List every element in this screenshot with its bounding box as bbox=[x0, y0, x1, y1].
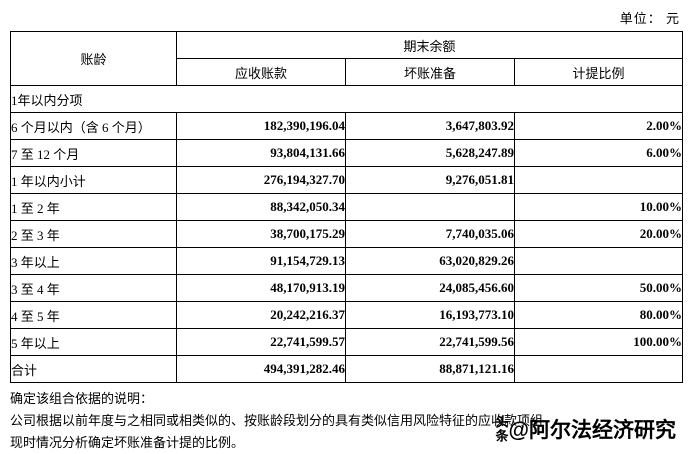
cell-bad-debt: 24,085,456.60 bbox=[345, 274, 515, 302]
row-label: 合计 bbox=[10, 355, 177, 383]
cell-bad-debt: 88,871,121.16 bbox=[345, 355, 515, 383]
row-label: 5 年以上 bbox=[10, 328, 177, 356]
row-label: 2 至 3 年 bbox=[10, 220, 177, 248]
cell-provision-ratio: 10.00% bbox=[514, 193, 683, 221]
cell-provision-ratio: 6.00% bbox=[514, 139, 683, 167]
header-row-2: 应收账款 坏账准备 计提比例 bbox=[11, 58, 683, 86]
cell-receivables: 182,390,196.04 bbox=[176, 112, 346, 140]
cell-receivables: 88,342,050.34 bbox=[176, 193, 346, 221]
table-row: 1 年以内小计 276,194,327.70 9,276,051.81 bbox=[10, 166, 683, 194]
row-label: 7 至 12 个月 bbox=[10, 139, 177, 167]
cell-provision-ratio: 20.00% bbox=[514, 220, 683, 248]
cell-bad-debt: 5,628,247.89 bbox=[345, 139, 515, 167]
cell-provision-ratio bbox=[514, 247, 683, 275]
cell-provision-ratio bbox=[514, 166, 683, 194]
row-label: 3 至 4 年 bbox=[10, 274, 177, 302]
header-provision-ratio: 计提比例 bbox=[514, 58, 683, 86]
unit-label: 单位： 元 bbox=[619, 11, 680, 26]
cell-bad-debt: 16,193,773.10 bbox=[345, 301, 515, 329]
header-bad-debt: 坏账准备 bbox=[345, 58, 515, 86]
table-row: 3 年以上 91,154,729.13 63,020,829.26 bbox=[10, 247, 683, 275]
table-row: 2 至 3 年 38,700,175.29 7,740,035.06 20.00% bbox=[10, 220, 683, 248]
row-label: 1 至 2 年 bbox=[10, 193, 177, 221]
aging-analysis-table: 账龄 期末余额 应收账款 坏账准备 计提比例 1年以内分项 6 个月以内（含 6 … bbox=[10, 31, 683, 383]
cell-receivables: 48,170,913.19 bbox=[176, 274, 346, 302]
table-row: 1 至 2 年 88,342,050.34 10.00% bbox=[10, 193, 683, 221]
table-row: 5 年以上 22,741,599.57 22,741,599.56 100.00% bbox=[10, 328, 683, 356]
row-label: 4 至 5 年 bbox=[10, 301, 177, 329]
cell-receivables: 20,242,216.37 bbox=[176, 301, 346, 329]
table-row: 3 至 4 年 48,170,913.19 24,085,456.60 50.00% bbox=[10, 274, 683, 302]
table-row: 6 个月以内（含 6 个月） 182,390,196.04 3,647,803.92… bbox=[10, 112, 683, 140]
row-label: 1 年以内小计 bbox=[10, 166, 177, 194]
row-label: 1年以内分项 bbox=[10, 85, 683, 113]
row-label: 3 年以上 bbox=[10, 247, 177, 275]
note-line-2: 公司根据以前年度与之相同或相类似的、按账龄段划分的具有类似信用风险特征的应收款项… bbox=[10, 413, 544, 428]
cell-provision-ratio: 2.00% bbox=[514, 112, 683, 140]
cell-bad-debt: 3,647,803.92 bbox=[345, 112, 515, 140]
header-period-end-balance: 期末余额 bbox=[176, 31, 683, 59]
table-row: 合计 494,391,282.46 88,871,121.16 bbox=[10, 355, 683, 383]
table-row: 7 至 12 个月 93,804,131.66 5,628,247.89 6.00% bbox=[10, 139, 683, 167]
section-row: 1年以内分项 bbox=[10, 85, 683, 113]
cell-provision-ratio bbox=[514, 355, 683, 383]
cell-receivables: 93,804,131.66 bbox=[176, 139, 346, 167]
watermark: 头条 @阿尔法经济研究 bbox=[494, 414, 690, 444]
row-label: 6 个月以内（含 6 个月） bbox=[10, 112, 177, 140]
watermark-vertical-text: 头条 bbox=[493, 415, 509, 443]
cell-bad-debt: 22,741,599.56 bbox=[345, 328, 515, 356]
watermark-handle: @阿尔法经济研究 bbox=[508, 419, 676, 442]
header-row-1: 账龄 期末余额 bbox=[10, 31, 683, 86]
cell-provision-ratio: 50.00% bbox=[514, 274, 683, 302]
cell-bad-debt: 7,740,035.06 bbox=[345, 220, 515, 248]
cell-receivables: 494,391,282.46 bbox=[176, 355, 346, 383]
cell-receivables: 38,700,175.29 bbox=[176, 220, 346, 248]
cell-bad-debt: 9,276,051.81 bbox=[345, 166, 515, 194]
header-receivables: 应收账款 bbox=[176, 58, 346, 86]
cell-receivables: 276,194,327.70 bbox=[176, 166, 346, 194]
cell-provision-ratio: 100.00% bbox=[514, 328, 683, 356]
note-line-1: 确定该组合依据的说明： bbox=[10, 391, 154, 406]
cell-receivables: 22,741,599.57 bbox=[176, 328, 346, 356]
cell-provision-ratio: 80.00% bbox=[514, 301, 683, 329]
header-aging: 账龄 bbox=[10, 31, 177, 86]
cell-bad-debt: 63,020,829.26 bbox=[345, 247, 515, 275]
cell-receivables: 91,154,729.13 bbox=[176, 247, 346, 275]
table-row: 4 至 5 年 20,242,216.37 16,193,773.10 80.00% bbox=[10, 301, 683, 329]
cell-bad-debt bbox=[345, 193, 515, 221]
